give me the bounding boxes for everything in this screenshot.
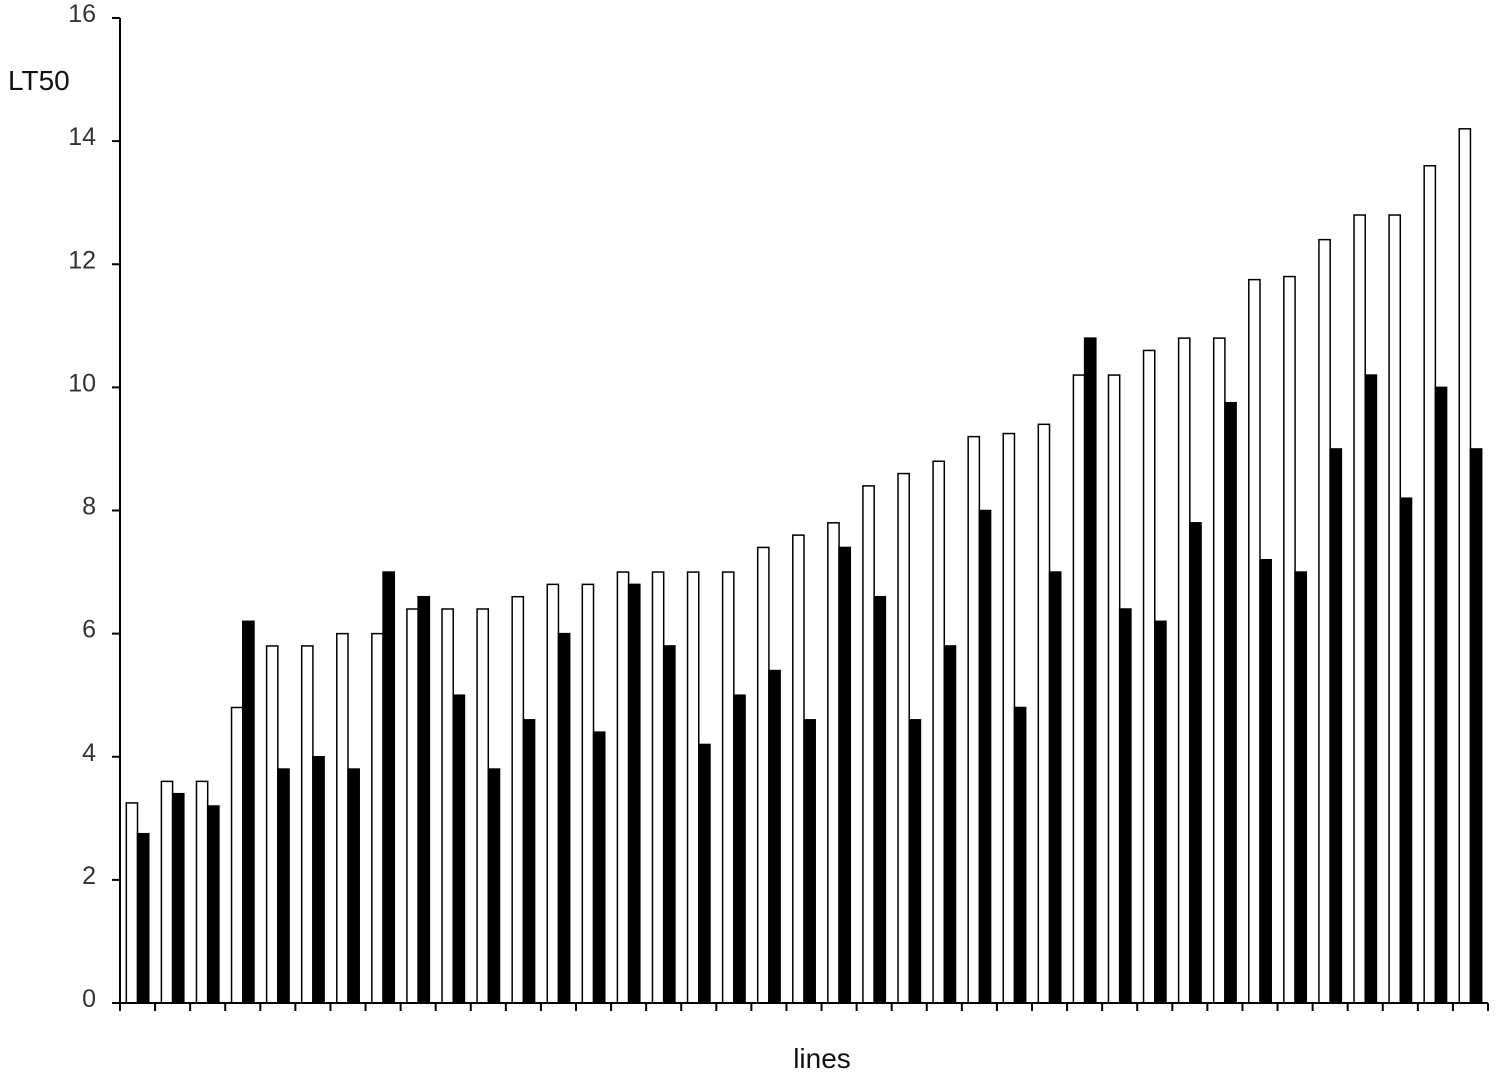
bar-series-1-34: [1283, 275, 1296, 1004]
bar-series-1-27: [1037, 423, 1051, 1004]
bar-series-1-38: [1423, 165, 1437, 1004]
bar-series-1-12: [511, 595, 525, 1004]
x-axis-title: lines: [793, 1043, 851, 1074]
bar-series-2-7: [347, 768, 360, 1004]
bar-series-1-10: [441, 608, 454, 1004]
bar-series-1-33: [1248, 278, 1261, 1004]
bar-series-2-38: [1434, 386, 1448, 1004]
y-tick-label: 0: [82, 985, 96, 1013]
bar-series-2-29: [1118, 608, 1132, 1004]
y-tick-label: 10: [68, 369, 96, 397]
bar-series-1-25: [967, 435, 981, 1004]
bar-series-1-1: [125, 802, 139, 1004]
bar-series-2-21: [838, 546, 852, 1004]
bar-series-1-14: [581, 583, 595, 1004]
bar-series-2-22: [873, 595, 887, 1004]
bar-series-2-1: [136, 832, 150, 1004]
y-tick-label: 8: [82, 493, 96, 521]
bar-series-2-37: [1399, 497, 1413, 1004]
bar-series-1-35: [1318, 238, 1331, 1004]
bar-series-2-36: [1364, 374, 1378, 1004]
y-axis-title: LT50: [8, 65, 70, 96]
bar-series-2-24: [943, 645, 957, 1004]
bar-series-2-9: [417, 595, 431, 1004]
bar-series-1-20: [792, 534, 805, 1004]
bar-series-1-9: [406, 608, 419, 1004]
bar-series-1-17: [686, 571, 700, 1004]
y-tick-label: 14: [68, 123, 96, 151]
y-tick-label: 6: [82, 616, 96, 644]
bar-series-1-36: [1353, 214, 1366, 1004]
bar-series-1-5: [265, 645, 279, 1004]
bar-series-2-4: [242, 620, 255, 1004]
bar-series-1-23: [897, 472, 910, 1004]
bar-series-2-26: [1013, 706, 1027, 1004]
bar-series-1-16: [651, 571, 665, 1004]
bar-series-2-35: [1329, 448, 1343, 1004]
bar-series-2-2: [171, 792, 185, 1004]
bar-series-2-3: [206, 805, 220, 1004]
bar-series-1-21: [827, 522, 840, 1004]
bar-series-2-34: [1294, 571, 1308, 1004]
bar-series-2-27: [1048, 571, 1062, 1004]
bar-series-2-32: [1224, 402, 1237, 1004]
bar-series-1-18: [721, 571, 735, 1004]
bar-series-2-15: [627, 583, 641, 1004]
bar-series-1-3: [195, 780, 209, 1004]
y-tick-label: 4: [82, 739, 96, 767]
bar-series-1-19: [756, 546, 770, 1004]
bar-series-2-25: [978, 509, 992, 1004]
bar-series-1-4: [230, 706, 244, 1004]
y-tick-labels: 0 2 4 6 8 10 12 14 16: [68, 0, 96, 1013]
bar-series-1-24: [932, 460, 946, 1004]
y-tick-label: 12: [68, 246, 96, 274]
y-tick-label: 16: [68, 0, 96, 28]
bar-series-2-39: [1469, 448, 1483, 1004]
bar-series-1-29: [1107, 374, 1121, 1004]
bars-group: [125, 128, 1483, 1004]
bar-series-2-16: [662, 645, 676, 1004]
y-tick-label: 2: [82, 862, 96, 890]
bar-series-1-2: [160, 780, 174, 1004]
bar-series-2-20: [803, 719, 816, 1004]
bar-series-2-5: [277, 768, 290, 1004]
bar-series-1-7: [336, 632, 349, 1004]
bar-series-2-28: [1083, 337, 1097, 1004]
bar-series-2-12: [522, 719, 536, 1004]
bar-series-1-22: [862, 485, 875, 1004]
bar-series-2-19: [768, 669, 781, 1004]
bar-series-1-32: [1212, 337, 1226, 1004]
axes-group: [112, 17, 1489, 1011]
bar-series-2-11: [487, 768, 501, 1004]
bar-series-1-28: [1072, 374, 1086, 1004]
bar-series-2-18: [733, 694, 746, 1004]
bar-series-2-33: [1259, 559, 1272, 1004]
bar-series-2-30: [1154, 620, 1167, 1004]
bar-series-2-14: [592, 731, 606, 1004]
bar-series-1-39: [1458, 128, 1472, 1004]
bar-series-1-31: [1177, 337, 1191, 1004]
bar-series-2-31: [1189, 522, 1202, 1004]
bar-series-2-23: [908, 719, 922, 1004]
bar-series-1-15: [616, 571, 630, 1004]
bar-series-2-10: [452, 694, 466, 1004]
bar-series-1-11: [476, 608, 490, 1004]
bar-series-2-17: [698, 743, 711, 1004]
bar-series-1-30: [1142, 349, 1156, 1004]
bar-series-1-37: [1388, 214, 1402, 1004]
bar-series-2-8: [382, 571, 396, 1004]
bar-series-2-6: [312, 756, 325, 1004]
bar-series-1-8: [371, 632, 384, 1004]
bar-series-1-26: [1002, 432, 1016, 1004]
bar-series-1-13: [546, 583, 560, 1004]
bar-series-1-6: [300, 645, 314, 1004]
bar-series-2-13: [557, 632, 571, 1004]
